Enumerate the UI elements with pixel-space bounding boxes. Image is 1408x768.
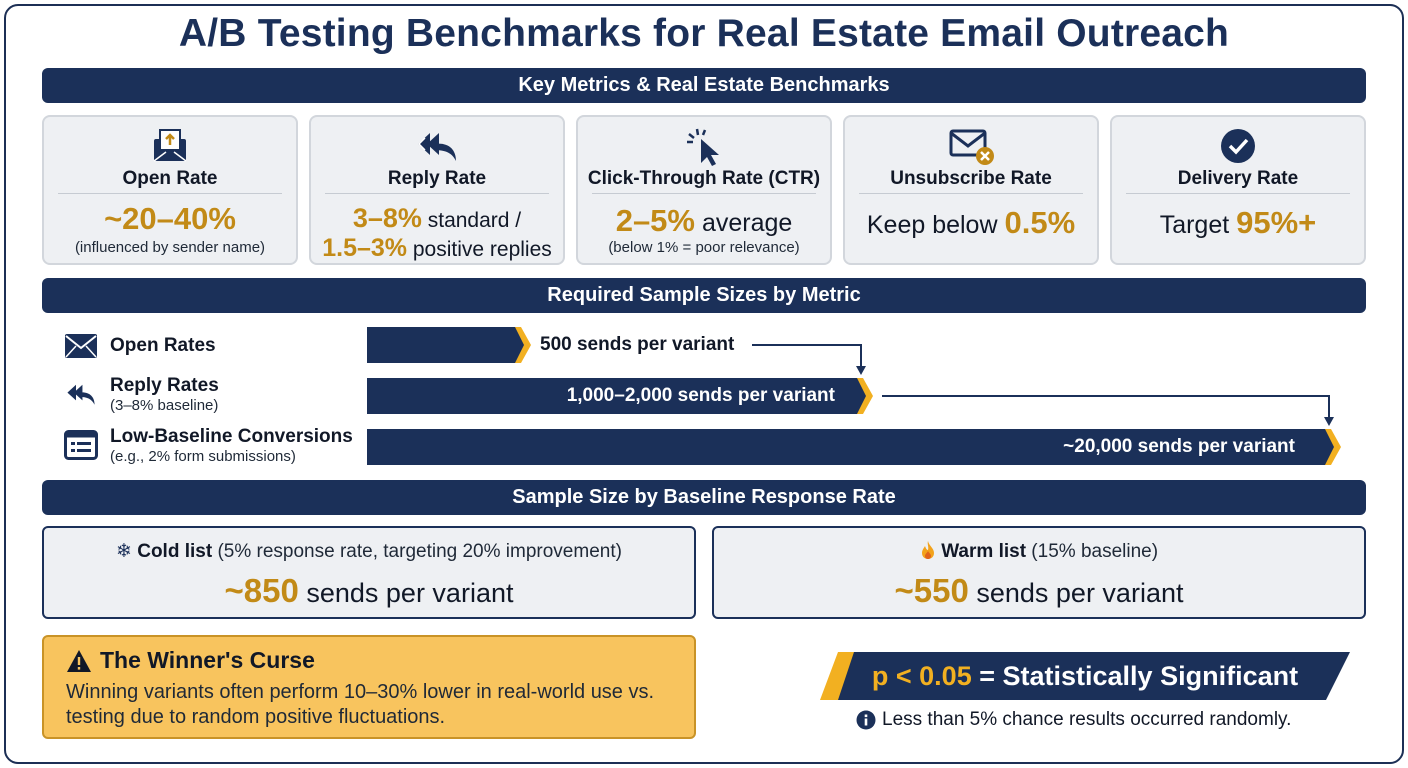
sample-row-label-conversions: Low-Baseline Conversions (e.g., 2% form … xyxy=(64,426,353,466)
metric-name: Reply Rate xyxy=(387,168,487,189)
list-unit: sends per variant xyxy=(968,578,1184,608)
divider xyxy=(58,193,282,194)
metric-name: Open Rate xyxy=(122,168,218,189)
metric-value-positive: 1.5–3% xyxy=(322,234,408,262)
metric-note: (influenced by sender name) xyxy=(74,239,266,256)
sample-sends-conversions: ~20,000 sends per variant xyxy=(1063,436,1295,457)
list-name: Cold list xyxy=(137,541,213,562)
metric-name: Delivery Rate xyxy=(1177,168,1299,189)
metric-text: average xyxy=(695,209,793,237)
section-header-metrics: Key Metrics & Real Estate Benchmarks xyxy=(42,68,1366,103)
reply-arrow-icon xyxy=(67,384,95,405)
cold-list-box: ❄ Cold list (5% response rate, targeting… xyxy=(42,526,696,619)
row-subtitle: (e.g., 2% form submissions) xyxy=(110,448,296,465)
sample-bar-conversions: ~20,000 sends per variant xyxy=(367,429,1341,465)
sample-row-label-open: Open Rates xyxy=(64,333,216,359)
metric-value: 2–5% xyxy=(615,203,695,238)
p-value: p < 0.05 xyxy=(871,661,972,691)
check-circle-icon xyxy=(1112,125,1364,167)
significance-banner: p < 0.05 = Statistically Significant xyxy=(820,652,1350,700)
sample-bar-open xyxy=(367,327,531,363)
metric-name: Click-Through Rate (CTR) xyxy=(587,168,821,189)
metric-card-unsubscribe-rate: Unsubscribe Rate Keep below 0.5% xyxy=(843,115,1099,265)
cursor-click-icon xyxy=(578,125,830,167)
row-title: Reply Rates xyxy=(110,375,219,396)
metric-card-delivery-rate: Delivery Rate Target 95%+ xyxy=(1110,115,1366,265)
bar-tip xyxy=(1319,429,1341,465)
envelope-upload-icon xyxy=(44,125,296,167)
sample-bar-reply: 1,000–2,000 sends per variant xyxy=(367,378,873,414)
sample-row-label-reply: Reply Rates (3–8% baseline) xyxy=(64,375,219,415)
metric-value: 95%+ xyxy=(1236,205,1317,240)
fire-icon xyxy=(921,541,934,559)
callout-body: Winning variants often perform 10–30% lo… xyxy=(66,681,655,728)
divider xyxy=(325,193,549,194)
divider xyxy=(592,193,816,194)
metric-value: 0.5% xyxy=(1004,205,1076,240)
metric-value: ~20–40% xyxy=(104,201,236,236)
banner-shape xyxy=(820,652,1350,700)
metric-prefix: Target xyxy=(1159,211,1237,239)
form-list-icon xyxy=(64,430,98,460)
metric-card-ctr: Click-Through Rate (CTR) 2–5% average (b… xyxy=(576,115,832,265)
metric-value-standard: 3–8% xyxy=(352,203,422,233)
warning-icon xyxy=(67,649,91,672)
sample-sends-open: 500 sends per variant xyxy=(540,334,735,355)
snowflake-icon: ❄ xyxy=(116,541,132,562)
list-detail: (15% baseline) xyxy=(1026,541,1159,562)
metric-text-positive: positive replies xyxy=(407,238,552,261)
list-value: ~550 xyxy=(894,572,969,609)
row-title: Low-Baseline Conversions xyxy=(110,426,353,447)
bar-tip xyxy=(509,327,531,363)
metric-name: Unsubscribe Rate xyxy=(890,168,1052,189)
reply-arrow-icon xyxy=(311,125,563,167)
list-unit: sends per variant xyxy=(298,578,514,608)
significance-note: Less than 5% chance results occurred ran… xyxy=(856,709,1326,731)
divider xyxy=(859,193,1083,194)
metric-prefix: Keep below xyxy=(866,211,1005,239)
metric-text-standard: standard / xyxy=(421,209,522,232)
envelope-icon xyxy=(65,334,97,358)
list-detail: (5% response rate, targeting 20% improve… xyxy=(212,541,622,562)
row-subtitle: (3–8% baseline) xyxy=(110,397,219,414)
envelope-x-icon xyxy=(845,125,1097,167)
metric-card-reply-rate: Reply Rate 3–8% standard / 1.5–3% positi… xyxy=(309,115,565,265)
list-name: Warm list xyxy=(941,541,1027,562)
significance-text: = Statistically Significant xyxy=(971,661,1299,691)
note-text: Less than 5% chance results occurred ran… xyxy=(882,709,1292,730)
bar-tip xyxy=(851,378,873,414)
warm-list-box: Warm list (15% baseline) ~550 sends per … xyxy=(712,526,1366,619)
metric-note: (below 1% = poor relevance) xyxy=(608,239,800,256)
list-value: ~850 xyxy=(224,572,299,609)
info-icon xyxy=(856,710,876,730)
winners-curse-callout: The Winner's Curse Winning variants ofte… xyxy=(42,635,696,739)
callout-title: The Winner's Curse xyxy=(100,647,315,673)
section-header-baseline: Sample Size by Baseline Response Rate xyxy=(42,480,1366,515)
divider xyxy=(1126,193,1350,194)
page-title: A/B Testing Benchmarks for Real Estate E… xyxy=(178,12,1230,55)
section-header-samples: Required Sample Sizes by Metric xyxy=(42,278,1366,313)
row-title: Open Rates xyxy=(110,335,216,356)
sample-sends-reply: 1,000–2,000 sends per variant xyxy=(566,385,835,406)
metric-card-open-rate: Open Rate ~20–40% (influenced by sender … xyxy=(42,115,298,265)
